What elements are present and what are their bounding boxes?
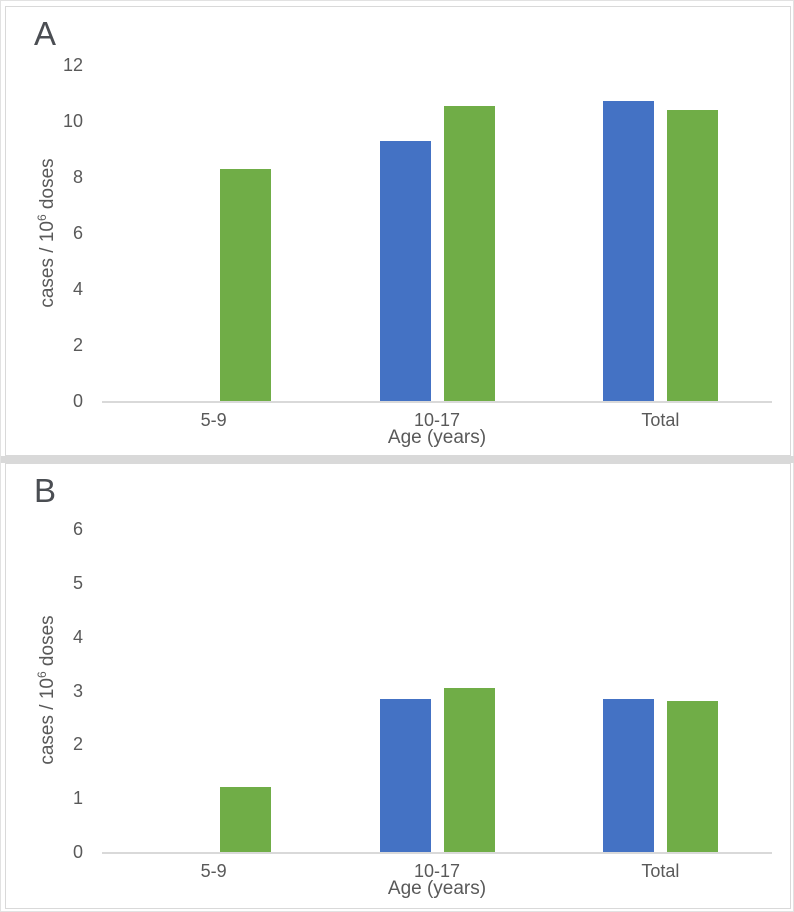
y-tick-label: 8 (72, 167, 83, 187)
bar-green-10-17 (443, 105, 495, 401)
y-tick-label: 0 (72, 842, 83, 862)
bar-green-10-17 (443, 687, 495, 852)
panel-a-label: A (34, 15, 57, 52)
panel-divider (1, 456, 794, 463)
y-axis-title-superscript: 6 (34, 671, 49, 679)
y-axis-title-superscript: 6 (34, 214, 49, 222)
bar-green-Total (666, 701, 718, 852)
bar-blue-10-17 (379, 140, 431, 401)
chart-panel-a: A cases / 106 doses Age (years) 0 2 4 6 8 10 1… (5, 6, 791, 456)
panel-b-label: B (34, 472, 57, 509)
y-tick-label: 10 (62, 111, 83, 131)
x-category-label: Total (641, 410, 680, 430)
y-tick-label: 2 (72, 734, 83, 755)
y-tick-label: 6 (72, 519, 83, 540)
y-tick-label: 12 (62, 55, 83, 75)
x-axis-line (102, 401, 772, 403)
bar-blue-10-17 (379, 698, 431, 852)
x-category-label: 5-9 (200, 861, 227, 881)
y-tick-label: 4 (72, 626, 83, 647)
y-tick-label: 5 (72, 573, 83, 593)
x-category-label: 5-9 (200, 410, 227, 430)
x-axis-title: Age (years) (387, 878, 487, 899)
bar-green-Total (666, 109, 718, 401)
y-tick-label: 4 (72, 279, 83, 299)
y-tick-label: 6 (72, 223, 83, 243)
bar-green-5-9 (220, 168, 272, 401)
x-category-label: 10-17 (413, 861, 461, 881)
x-axis-title: Age (years) (387, 427, 487, 448)
bar-blue-Total (602, 698, 654, 852)
y-tick-label: 1 (72, 788, 83, 809)
bar-green-5-9 (220, 787, 272, 852)
x-category-label: Total (641, 861, 680, 881)
x-category-label: 10-17 (413, 410, 461, 430)
x-axis-line (102, 852, 772, 854)
y-tick-label: 2 (72, 335, 83, 355)
bar-blue-Total (602, 101, 654, 401)
y-tick-label: 0 (72, 391, 83, 411)
y-tick-label: 3 (72, 680, 83, 701)
